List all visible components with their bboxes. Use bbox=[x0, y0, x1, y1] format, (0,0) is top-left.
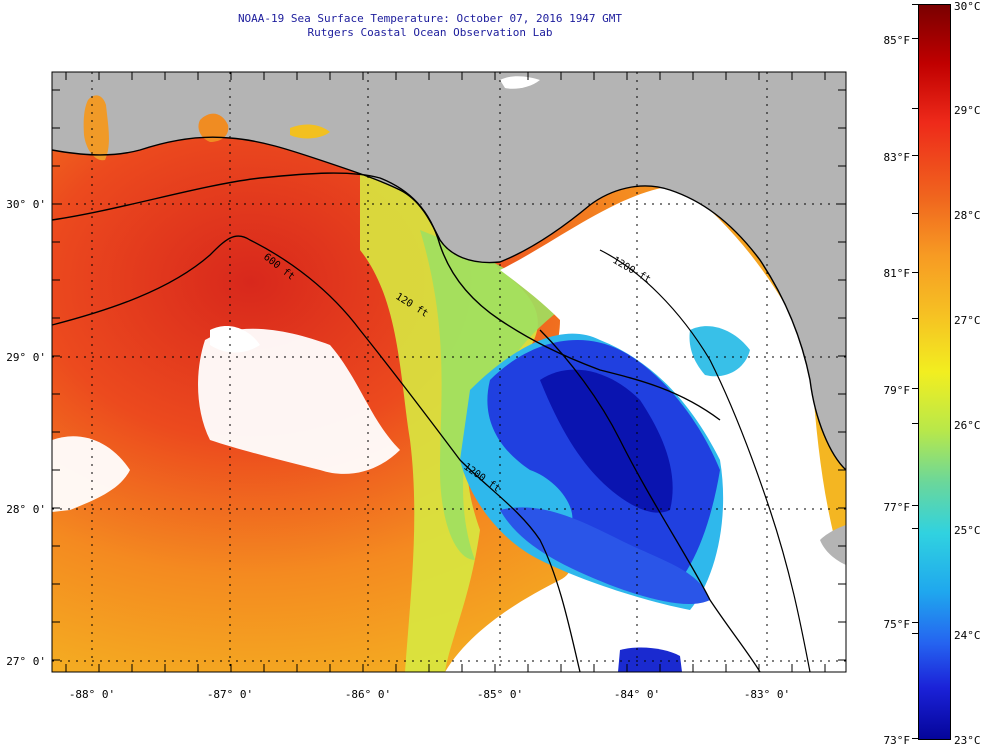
colorbar-tick bbox=[912, 505, 918, 506]
lon-label-84: -84° 0' bbox=[613, 688, 661, 701]
colorbar-tick bbox=[912, 108, 918, 109]
colorbar-tick bbox=[912, 633, 918, 634]
colorbar-f-label-79: 79°F bbox=[883, 384, 911, 397]
colorbar-tick bbox=[912, 528, 918, 529]
colorbar-c-label-30: 30°C bbox=[954, 0, 981, 13]
map-title-line1: NOAA-19 Sea Surface Temperature: October… bbox=[237, 12, 623, 25]
colorbar-tick bbox=[912, 213, 918, 214]
colorbar-c-label-25: 25°C bbox=[954, 524, 981, 537]
colorbar-tick bbox=[912, 622, 918, 623]
lon-label-86: -86° 0' bbox=[344, 688, 392, 701]
colorbar-f-label-77: 77°F bbox=[883, 501, 911, 514]
land-bay-east bbox=[290, 124, 330, 139]
land-north bbox=[52, 72, 846, 470]
contour-600ft bbox=[51, 235, 581, 673]
lat-label-28: 28° 0' bbox=[6, 503, 46, 516]
colorbar-c-label-27: 27°C bbox=[954, 314, 981, 327]
lat-label-27: 27° 0' bbox=[6, 655, 46, 668]
colorbar-tick bbox=[912, 423, 918, 424]
coastline bbox=[51, 136, 847, 471]
colorbar-tick bbox=[912, 388, 918, 389]
temperature-colorbar bbox=[918, 4, 951, 740]
lon-label-85: -85° 0' bbox=[476, 688, 524, 701]
colorbar-c-label-24: 24°C bbox=[954, 629, 981, 642]
land-bay-west bbox=[83, 95, 109, 161]
lon-label-88: -88° 0' bbox=[68, 688, 116, 701]
colorbar-c-label-29: 29°C bbox=[954, 104, 981, 117]
colorbar-tick bbox=[912, 318, 918, 319]
colorbar-f-label-81: 81°F bbox=[883, 267, 911, 280]
lon-label-83: -83° 0' bbox=[743, 688, 791, 701]
lon-label-87: -87° 0' bbox=[206, 688, 254, 701]
colorbar-f-label-75: 75°F bbox=[883, 618, 911, 631]
lat-label-29: 29° 0' bbox=[6, 351, 46, 364]
colorbar-f-label-73: 73°F bbox=[883, 734, 911, 747]
map-ticks bbox=[52, 72, 846, 672]
colorbar-c-label-26: 26°C bbox=[954, 419, 981, 432]
colorbar-tick bbox=[912, 38, 918, 39]
colorbar-f-label-85: 85°F bbox=[883, 34, 911, 47]
cold-patch-south bbox=[500, 507, 710, 605]
colorbar-c-label-23: 23°C bbox=[954, 734, 981, 747]
cold-patch-bottom bbox=[618, 647, 682, 672]
contour-1200ft bbox=[539, 329, 761, 673]
cloud-area-southwest bbox=[52, 436, 130, 512]
colorbar-c-label-28: 28°C bbox=[954, 209, 981, 222]
cloud-area-west bbox=[198, 328, 400, 474]
land-bay-center bbox=[198, 113, 229, 142]
colorbar-tick bbox=[912, 738, 918, 739]
colorbar-tick bbox=[912, 272, 918, 273]
contour-1200ft-east bbox=[599, 249, 811, 673]
cloud-area-northwest bbox=[210, 325, 260, 353]
lat-label-30: 30° 0' bbox=[6, 198, 46, 211]
colorbar-tick bbox=[912, 4, 918, 5]
land-peninsula-south bbox=[820, 525, 846, 565]
contour-120ft bbox=[51, 172, 721, 421]
colorbar-tick bbox=[912, 155, 918, 156]
green-band bbox=[420, 230, 560, 560]
land-bay-white bbox=[500, 76, 540, 89]
map-title-line2: Rutgers Coastal Ocean Observation Lab bbox=[307, 26, 553, 39]
colorbar-f-label-83: 83°F bbox=[883, 151, 911, 164]
sst-map: 120 ft 600 ft 1200 ft 1200 ft bbox=[51, 71, 847, 673]
cold-patch-east bbox=[689, 326, 750, 377]
